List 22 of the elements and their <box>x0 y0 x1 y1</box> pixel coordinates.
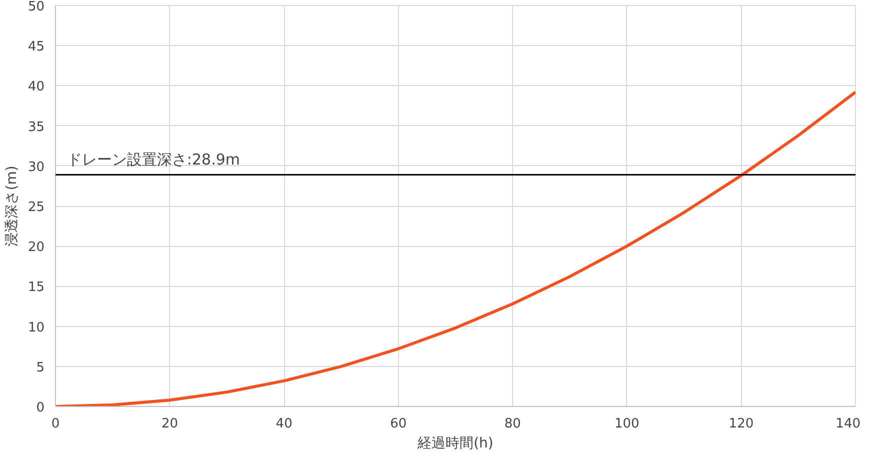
x-tick-label: 40 <box>276 416 292 432</box>
y-tick-label: 40 <box>28 80 45 95</box>
x-tick-label: 60 <box>390 416 407 432</box>
y-tick-label: 5 <box>36 360 45 376</box>
x-tick-label: 100 <box>614 416 640 432</box>
x-tick-label: 80 <box>504 416 521 432</box>
x-tick-label: 140 <box>836 416 861 432</box>
y-tick-label: 15 <box>28 280 45 296</box>
y-tick-label: 25 <box>28 200 45 215</box>
x-tick-label: 0 <box>51 416 60 432</box>
x-axis-title: 経過時間(h) <box>416 436 494 452</box>
y-tick-label: 35 <box>28 120 45 135</box>
y-tick-label: 30 <box>28 160 45 175</box>
y-tick-label: 45 <box>28 40 45 55</box>
x-tick-label: 120 <box>728 416 754 432</box>
y-tick-label: 20 <box>28 240 45 256</box>
y-tick-label: 10 <box>28 320 45 336</box>
y-tick-label: 0 <box>36 400 45 416</box>
x-tick-label: 20 <box>162 416 178 432</box>
y-tick-label: 50 <box>28 0 45 14</box>
y-axis-title: 浸透深さ(m) <box>4 166 20 246</box>
ref-line-label: ドレーン設置深さ:28.9m <box>66 150 240 169</box>
